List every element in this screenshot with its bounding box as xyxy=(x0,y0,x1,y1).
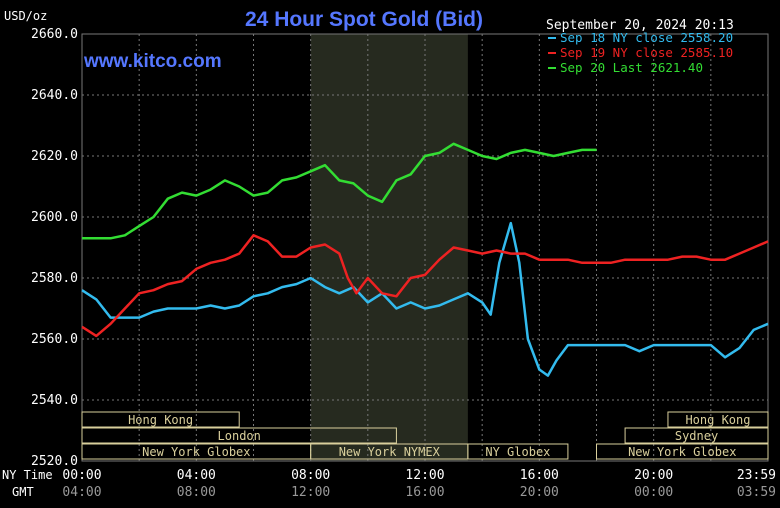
grid-lines xyxy=(81,33,769,462)
session-label: Hong Kong xyxy=(685,413,750,427)
y-axis: 2660.0 2640.0 2620.0 2600.0 2580.0 2560.0 2540… xyxy=(31,27,78,469)
session-label: Hong Kong xyxy=(128,413,193,427)
x-tick-label-gmt: 16:00 xyxy=(405,485,444,500)
session-label: New York Globex xyxy=(142,445,250,459)
session-box xyxy=(624,427,769,444)
session-box xyxy=(667,411,769,428)
session-box xyxy=(81,427,397,444)
session-box xyxy=(596,443,769,460)
x-tick-label-ny: 20:00 xyxy=(634,468,673,483)
x-tick-label-gmt: 00:00 xyxy=(634,485,673,500)
ny-time-label: NY Time xyxy=(2,468,53,482)
y-tick-label: 2640.0 xyxy=(31,88,78,103)
series-line xyxy=(81,221,769,377)
x-tick-label-ny: 12:00 xyxy=(405,468,444,483)
session-box xyxy=(467,443,569,460)
x-tick-label-gmt: 04:00 xyxy=(62,485,101,500)
x-tick-label-ny: 23:59 xyxy=(737,468,776,483)
x-tick-label-ny: 04:00 xyxy=(177,468,216,483)
x-axis: 00:00 04:00 04:00 08:00 08:00 12:00 12:00 16:00… xyxy=(62,468,776,500)
session-label: New York NYMEX xyxy=(339,445,441,459)
y-tick-label: 2580.0 xyxy=(31,271,78,286)
y-tick-label: 2600.0 xyxy=(31,210,78,225)
x-tick-label-ny: 16:00 xyxy=(520,468,559,483)
legend-entry: Sep 19 NY close 2585.10 xyxy=(560,45,733,60)
nymex-session-band xyxy=(310,34,468,461)
series-line xyxy=(82,142,597,240)
session-label: London xyxy=(218,429,261,443)
legend-entry: Sep 18 NY close 2558.20 xyxy=(560,30,733,45)
x-tick-label-gmt: 12:00 xyxy=(291,485,330,500)
series-line xyxy=(81,234,769,338)
gmt-label: GMT xyxy=(12,485,34,499)
trading-sessions: Hong Kong Hong Kong London Sydney New York G… xyxy=(81,411,769,460)
y-axis-label: USD/oz xyxy=(4,9,47,23)
x-tick-label-ny: 00:00 xyxy=(62,468,101,483)
series-lines xyxy=(81,142,769,377)
x-tick-label-gmt: 03:59 xyxy=(737,485,776,500)
y-tick-label: 2620.0 xyxy=(31,149,78,164)
y-tick-label: 2520.0 xyxy=(31,454,78,469)
y-tick-label: 2660.0 xyxy=(31,27,78,42)
y-tick-label: 2540.0 xyxy=(31,393,78,408)
watermark: www.kitco.com xyxy=(83,51,222,72)
x-tick-label-ny: 08:00 xyxy=(291,468,330,483)
plot-frame xyxy=(81,33,769,462)
session-label: New York Globex xyxy=(628,445,736,459)
session-box xyxy=(81,411,240,428)
timestamp: September 20, 2024 20:13 xyxy=(546,18,734,33)
session-label: NY Globex xyxy=(485,445,550,459)
y-tick-label: 2560.0 xyxy=(31,332,78,347)
legend-entry: Sep 20 Last 2621.40 xyxy=(560,60,703,75)
x-tick-label-gmt: 08:00 xyxy=(177,485,216,500)
chart-title: 24 Hour Spot Gold (Bid) xyxy=(245,8,483,31)
session-label: Sydney xyxy=(675,429,718,443)
x-tick-label-gmt: 20:00 xyxy=(520,485,559,500)
